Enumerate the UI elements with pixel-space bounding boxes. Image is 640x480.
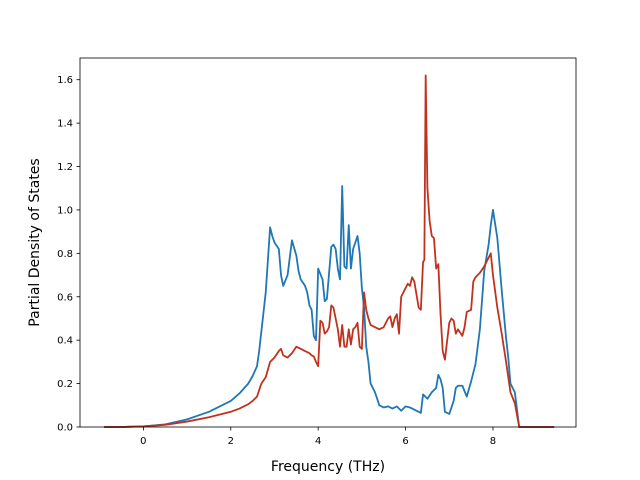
y-tick-label: 1.2 <box>57 162 73 173</box>
x-axis-ticks: 0 2 4 6 8 <box>140 427 496 447</box>
y-tick-label: 1.0 <box>57 205 73 216</box>
plot-lines <box>104 74 555 428</box>
y-axis-label: Partial Density of States <box>27 158 43 326</box>
y-tick-label: 0.0 <box>57 423 73 434</box>
x-tick-label: 0 <box>140 436 146 447</box>
y-tick-label: 0.2 <box>57 379 73 390</box>
x-tick-label: 6 <box>402 436 408 447</box>
x-tick-label: 2 <box>228 436 234 447</box>
pdos-series-2-line <box>104 74 555 428</box>
y-tick-label: 1.4 <box>57 119 73 130</box>
x-tick-label: 4 <box>315 436 321 447</box>
x-tick-label: 8 <box>490 436 496 447</box>
plot-frame <box>79 57 577 428</box>
x-axis-label: Frequency (THz) <box>271 459 385 475</box>
y-tick-label: 0.6 <box>57 292 73 303</box>
y-tick-label: 0.4 <box>57 336 73 347</box>
y-axis-ticks: 0.0 0.2 0.4 0.6 0.8 1.0 1.2 1.4 1.6 <box>57 75 80 434</box>
pdos-series-1-line <box>104 185 555 428</box>
y-tick-label: 0.8 <box>57 249 73 260</box>
y-tick-label: 1.6 <box>57 75 73 86</box>
